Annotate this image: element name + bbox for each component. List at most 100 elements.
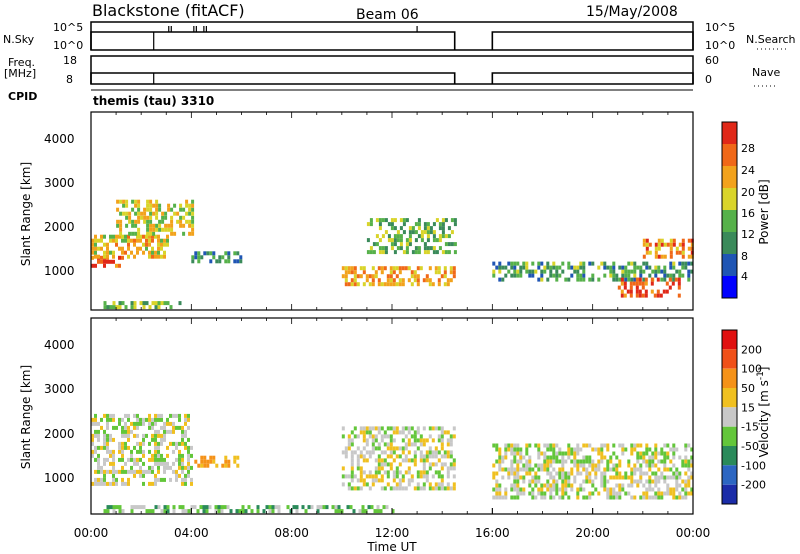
heatmap-cell: [187, 437, 190, 442]
heatmap-cell: [645, 451, 649, 456]
heatmap-cell: [118, 457, 121, 462]
heatmap-cell: [663, 277, 667, 282]
heatmap-cell: [642, 483, 646, 488]
heatmap-cell: [197, 259, 201, 264]
heatmap-cell: [405, 250, 409, 255]
heatmap-cell: [444, 234, 448, 239]
heatmap-cell: [356, 478, 360, 483]
heatmap-cell: [441, 218, 445, 223]
heatmap-cell: [594, 447, 598, 452]
heatmap-cell: [591, 463, 595, 468]
heatmap-cell: [675, 467, 679, 472]
heatmap-cell: [227, 251, 231, 256]
heatmap-cell: [642, 254, 646, 259]
heatmap-cell: [636, 455, 640, 460]
heatmap-cell: [392, 474, 396, 479]
heatmap-cell: [615, 463, 619, 468]
heatmap-cell: [573, 479, 577, 484]
heatmap-cell: [621, 487, 625, 492]
heatmap-cell: [100, 469, 103, 474]
heatmap-cell: [404, 426, 408, 431]
heatmap-cell: [215, 259, 219, 264]
heatmap-cell: [609, 487, 613, 492]
heatmap-cell: [157, 449, 160, 454]
heatmap-cell: [387, 222, 391, 227]
heatmap-cell: [212, 455, 216, 460]
heatmap-cell: [420, 238, 424, 243]
heatmap-cell: [350, 430, 354, 435]
heatmap-cell: [690, 491, 694, 496]
heatmap-cell: [546, 455, 550, 460]
heatmap-cell: [522, 487, 526, 492]
heatmap-cell: [507, 447, 511, 452]
heatmap-cell: [389, 278, 393, 283]
heatmap-cell: [537, 277, 541, 282]
heatmap-cell: [612, 491, 616, 496]
heatmap-cell: [437, 266, 441, 271]
heatmap-cell: [681, 487, 685, 492]
heatmap-cell: [401, 278, 405, 283]
heatmap-cell: [166, 505, 170, 510]
heatmap-cell: [154, 234, 157, 239]
heatmap-cell: [416, 426, 420, 431]
heatmap-cell: [103, 250, 106, 255]
heatmap-cell: [390, 242, 394, 247]
heatmap-cell: [155, 211, 159, 216]
heatmap-cell: [166, 421, 169, 426]
heatmap-cell: [94, 429, 97, 434]
heatmap-cell: [534, 495, 538, 500]
heatmap-cell: [422, 470, 426, 475]
colorbar-swatch: [722, 349, 737, 369]
heatmap-cell: [419, 454, 423, 459]
heatmap-cell: [325, 505, 329, 510]
heatmap-cell: [319, 505, 323, 510]
heatmap-cell: [365, 442, 369, 447]
heatmap-cell: [443, 266, 447, 271]
heatmap-cell: [386, 282, 390, 287]
heatmap-cell: [271, 509, 275, 514]
heatmap-cell: [440, 482, 444, 487]
heatmap-cell: [94, 469, 97, 474]
heatmap-cell: [220, 505, 224, 510]
heatmap-cell: [109, 461, 112, 466]
heatmap-cell: [188, 207, 192, 212]
heatmap-cell: [401, 458, 405, 463]
heatmap-cell: [392, 270, 396, 275]
heatmap-cell: [435, 250, 439, 255]
heatmap-cell: [666, 467, 670, 472]
heatmap-cell: [687, 491, 691, 496]
heatmap-cell: [600, 483, 604, 488]
heatmap-cell: [136, 246, 139, 251]
heatmap-cell: [375, 234, 379, 239]
heatmap-cell: [620, 293, 624, 298]
heatmap-cell: [429, 226, 433, 231]
heatmap-cell: [684, 483, 688, 488]
heatmap-cell: [690, 242, 694, 247]
heatmap-cell: [109, 250, 112, 255]
heatmap-cell: [419, 450, 423, 455]
heatmap-cell: [549, 463, 553, 468]
heatmap-cell: [148, 421, 151, 426]
heatmap-cell: [106, 413, 109, 418]
heatmap-cell: [295, 505, 299, 510]
heatmap-cell: [519, 455, 523, 460]
heatmap-cell: [573, 451, 577, 456]
heatmap-cell: [404, 434, 408, 439]
heatmap-cell: [416, 482, 420, 487]
heatmap-cell: [371, 482, 375, 487]
heatmap-cell: [157, 469, 160, 474]
heatmap-cell: [582, 265, 586, 270]
heatmap-cell: [648, 250, 652, 255]
heatmap-cell: [359, 274, 363, 279]
heatmap-cell: [612, 495, 616, 500]
heatmap-cell: [663, 265, 667, 270]
heatmap-cell: [510, 483, 514, 488]
heatmap-cell: [654, 483, 658, 488]
heatmap-cell: [244, 509, 248, 514]
heatmap-cell: [137, 219, 141, 224]
heatmap-cell: [154, 473, 157, 478]
heatmap-cell: [654, 254, 658, 259]
heatmap-cell: [444, 218, 448, 223]
heatmap-cell: [217, 509, 221, 514]
heatmap-cell: [130, 469, 133, 474]
